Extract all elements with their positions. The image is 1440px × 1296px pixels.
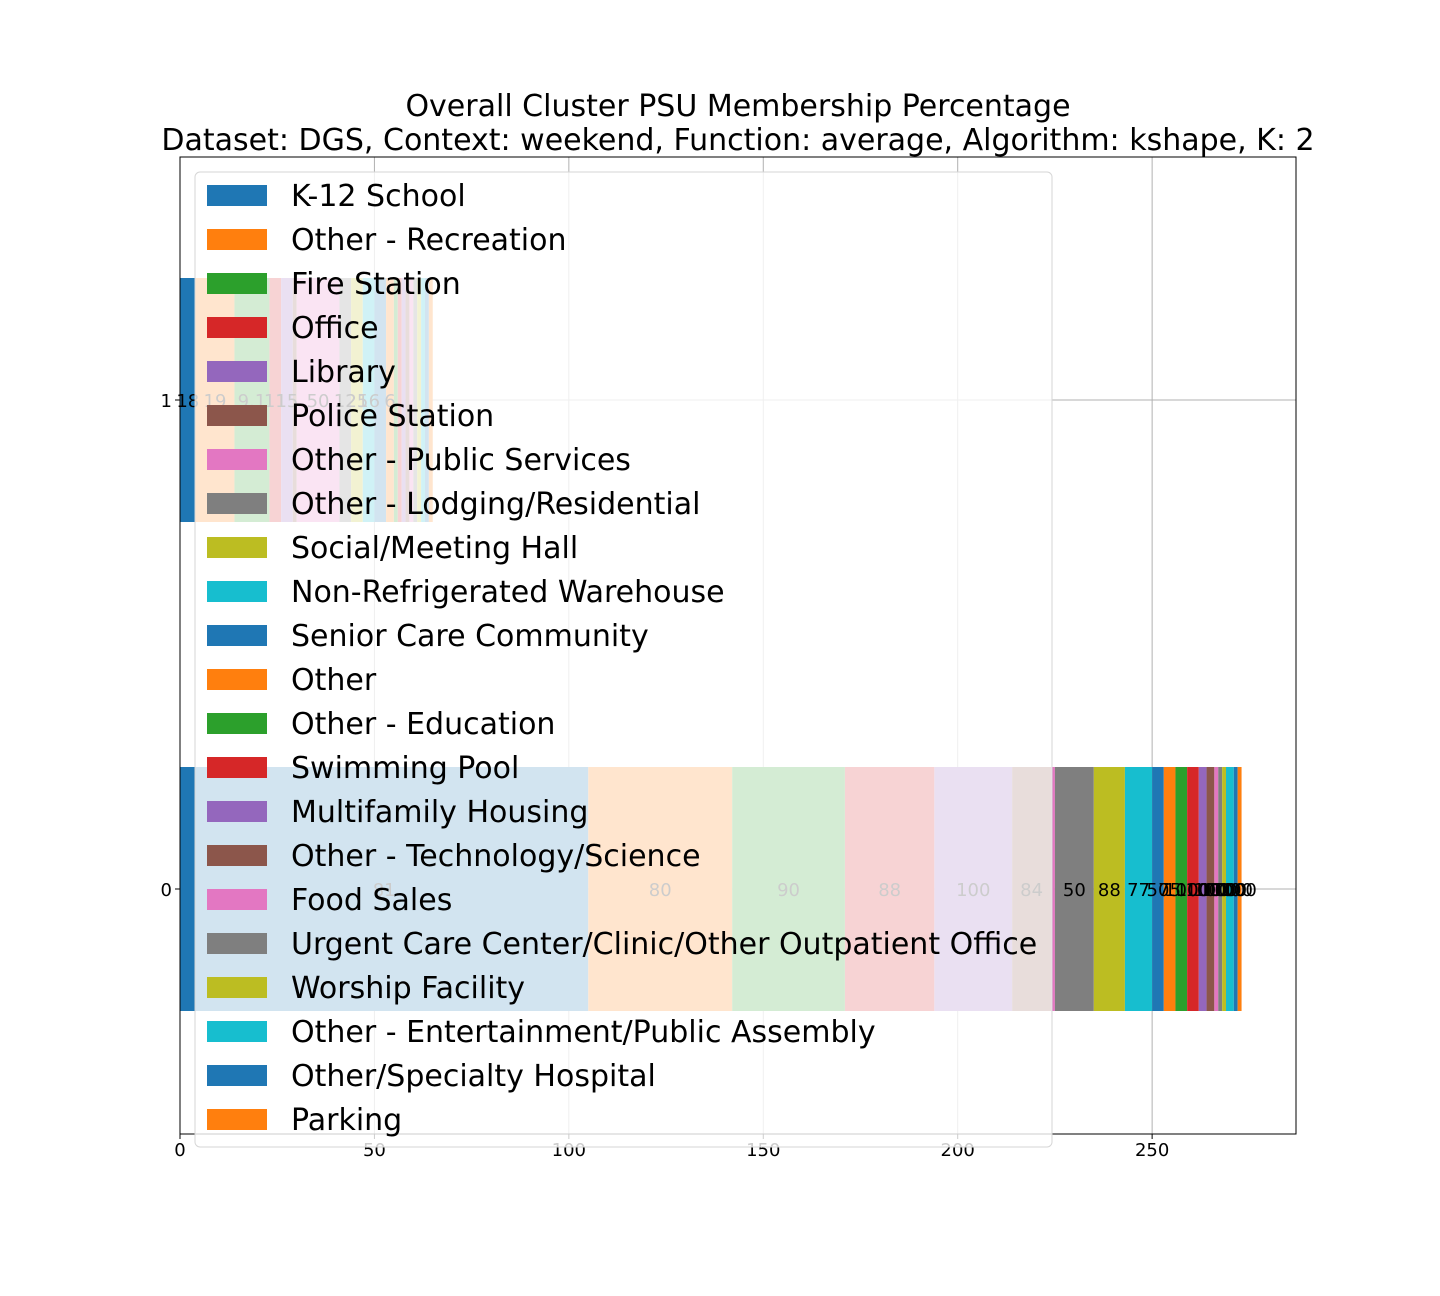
legend-swatch	[207, 713, 267, 734]
bar-value-label: 100	[1199, 880, 1233, 901]
bar-segment	[1051, 767, 1055, 1011]
x-tick-label: 0	[174, 1140, 185, 1161]
legend-entry-label: Urgent Care Center/Clinic/Other Outpatie…	[291, 927, 1037, 962]
bar-value-label: 50	[1063, 880, 1086, 901]
legend-swatch	[207, 537, 267, 558]
legend-entry-label: Police Station	[291, 399, 494, 434]
bar-segment	[1218, 767, 1223, 1011]
bar-value-label: 100	[1207, 880, 1241, 901]
legend-entry-label: Multifamily Housing	[291, 795, 588, 830]
bar-segment	[1222, 767, 1227, 1011]
legend-swatch	[207, 1109, 267, 1130]
legend-swatch	[207, 1021, 267, 1042]
legend-swatch	[207, 625, 267, 646]
bar-value-label: 100	[1203, 880, 1237, 901]
bar-segment	[1152, 767, 1164, 1011]
legend-entry-label: Worship Facility	[291, 971, 525, 1006]
bar-segment	[1163, 767, 1176, 1011]
legend-entry-label: Other	[291, 663, 377, 698]
legend-swatch	[207, 933, 267, 954]
legend-swatch	[207, 361, 267, 382]
bar-segment	[1124, 767, 1153, 1011]
legend-entry-label: Other - Technology/Science	[291, 839, 701, 874]
bar-value-label: 88	[1098, 880, 1121, 901]
legend-swatch	[207, 977, 267, 998]
bar-value-label: 100	[1176, 880, 1210, 901]
bar-value-label: 75	[1158, 880, 1181, 901]
bar-segment	[180, 278, 196, 522]
bar-segment	[1226, 767, 1234, 1011]
bar-segment	[1214, 767, 1219, 1011]
bar-segment	[1237, 767, 1242, 1011]
y-tick-label: 0	[161, 880, 172, 901]
x-tick-label: 250	[1135, 1140, 1169, 1161]
legend-entry-label: Fire Station	[291, 267, 461, 302]
bar-segment	[1054, 767, 1094, 1011]
legend-swatch	[207, 273, 267, 294]
legend-entry-label: Other - Recreation	[291, 223, 567, 258]
bar-value-label: 100	[1185, 880, 1219, 901]
bar-value-label: 100	[1193, 880, 1227, 901]
legend-entry-label: Other - Entertainment/Public Assembly	[291, 1015, 876, 1050]
legend-swatch	[207, 889, 267, 910]
legend-entry-label: Other - Public Services	[291, 443, 631, 478]
bar-value-label: 100	[1219, 880, 1253, 901]
legend: K-12 School Other - Recreation Fire Statio…	[194, 171, 1053, 1148]
bar-segment	[1233, 767, 1238, 1011]
legend-entry-label: Swimming Pool	[291, 751, 519, 786]
bar-segment	[1206, 767, 1215, 1011]
bar-value-label: 77	[1127, 880, 1150, 901]
chart-subtitle: Dataset: DGS, Context: weekend, Function…	[161, 123, 1314, 158]
y-tick-label: 1	[161, 391, 172, 412]
legend-swatch	[207, 317, 267, 338]
bar-value-label: 100	[1222, 880, 1256, 901]
bar-segment	[1175, 767, 1188, 1011]
y-axis-ticks: 01	[161, 391, 180, 901]
legend-entry-label: K-12 School	[291, 179, 466, 214]
bar-segment	[1093, 767, 1125, 1011]
legend-swatch	[207, 1065, 267, 1086]
legend-entry-label: Social/Meeting Hall	[291, 531, 578, 566]
legend-swatch	[207, 229, 267, 250]
bar-value-label: 100	[1164, 880, 1198, 901]
legend-swatch	[207, 801, 267, 822]
legend-swatch	[207, 493, 267, 514]
legend-swatch	[207, 669, 267, 690]
legend-swatch	[207, 757, 267, 778]
legend-entry-label: Other/Specialty Hospital	[291, 1059, 656, 1094]
bar-value-label: 100	[1213, 880, 1247, 901]
legend-swatch	[207, 185, 267, 206]
bar-segment	[1187, 767, 1199, 1011]
bar-value-label: 50	[1147, 880, 1170, 901]
legend-swatch	[207, 581, 267, 602]
legend-box	[194, 171, 1053, 1148]
legend-entry-label: Food Sales	[291, 883, 452, 918]
bar-segment	[1198, 767, 1207, 1011]
chart-title: Overall Cluster PSU Membership Percentag…	[405, 89, 1070, 124]
bar-value-label: 18	[176, 391, 199, 412]
legend-swatch	[207, 449, 267, 470]
legend-swatch	[207, 845, 267, 866]
legend-entry-label: Office	[291, 311, 379, 346]
legend-entry-label: Other - Education	[291, 707, 555, 742]
legend-entry-label: Library	[291, 355, 396, 390]
legend-swatch	[207, 405, 267, 426]
legend-entry-label: Senior Care Community	[291, 619, 649, 654]
legend-entry-label: Non-Refrigerated Warehouse	[291, 575, 725, 610]
legend-entry-label: Parking	[291, 1103, 402, 1138]
legend-entry-label: Other - Lodging/Residential	[291, 487, 700, 522]
